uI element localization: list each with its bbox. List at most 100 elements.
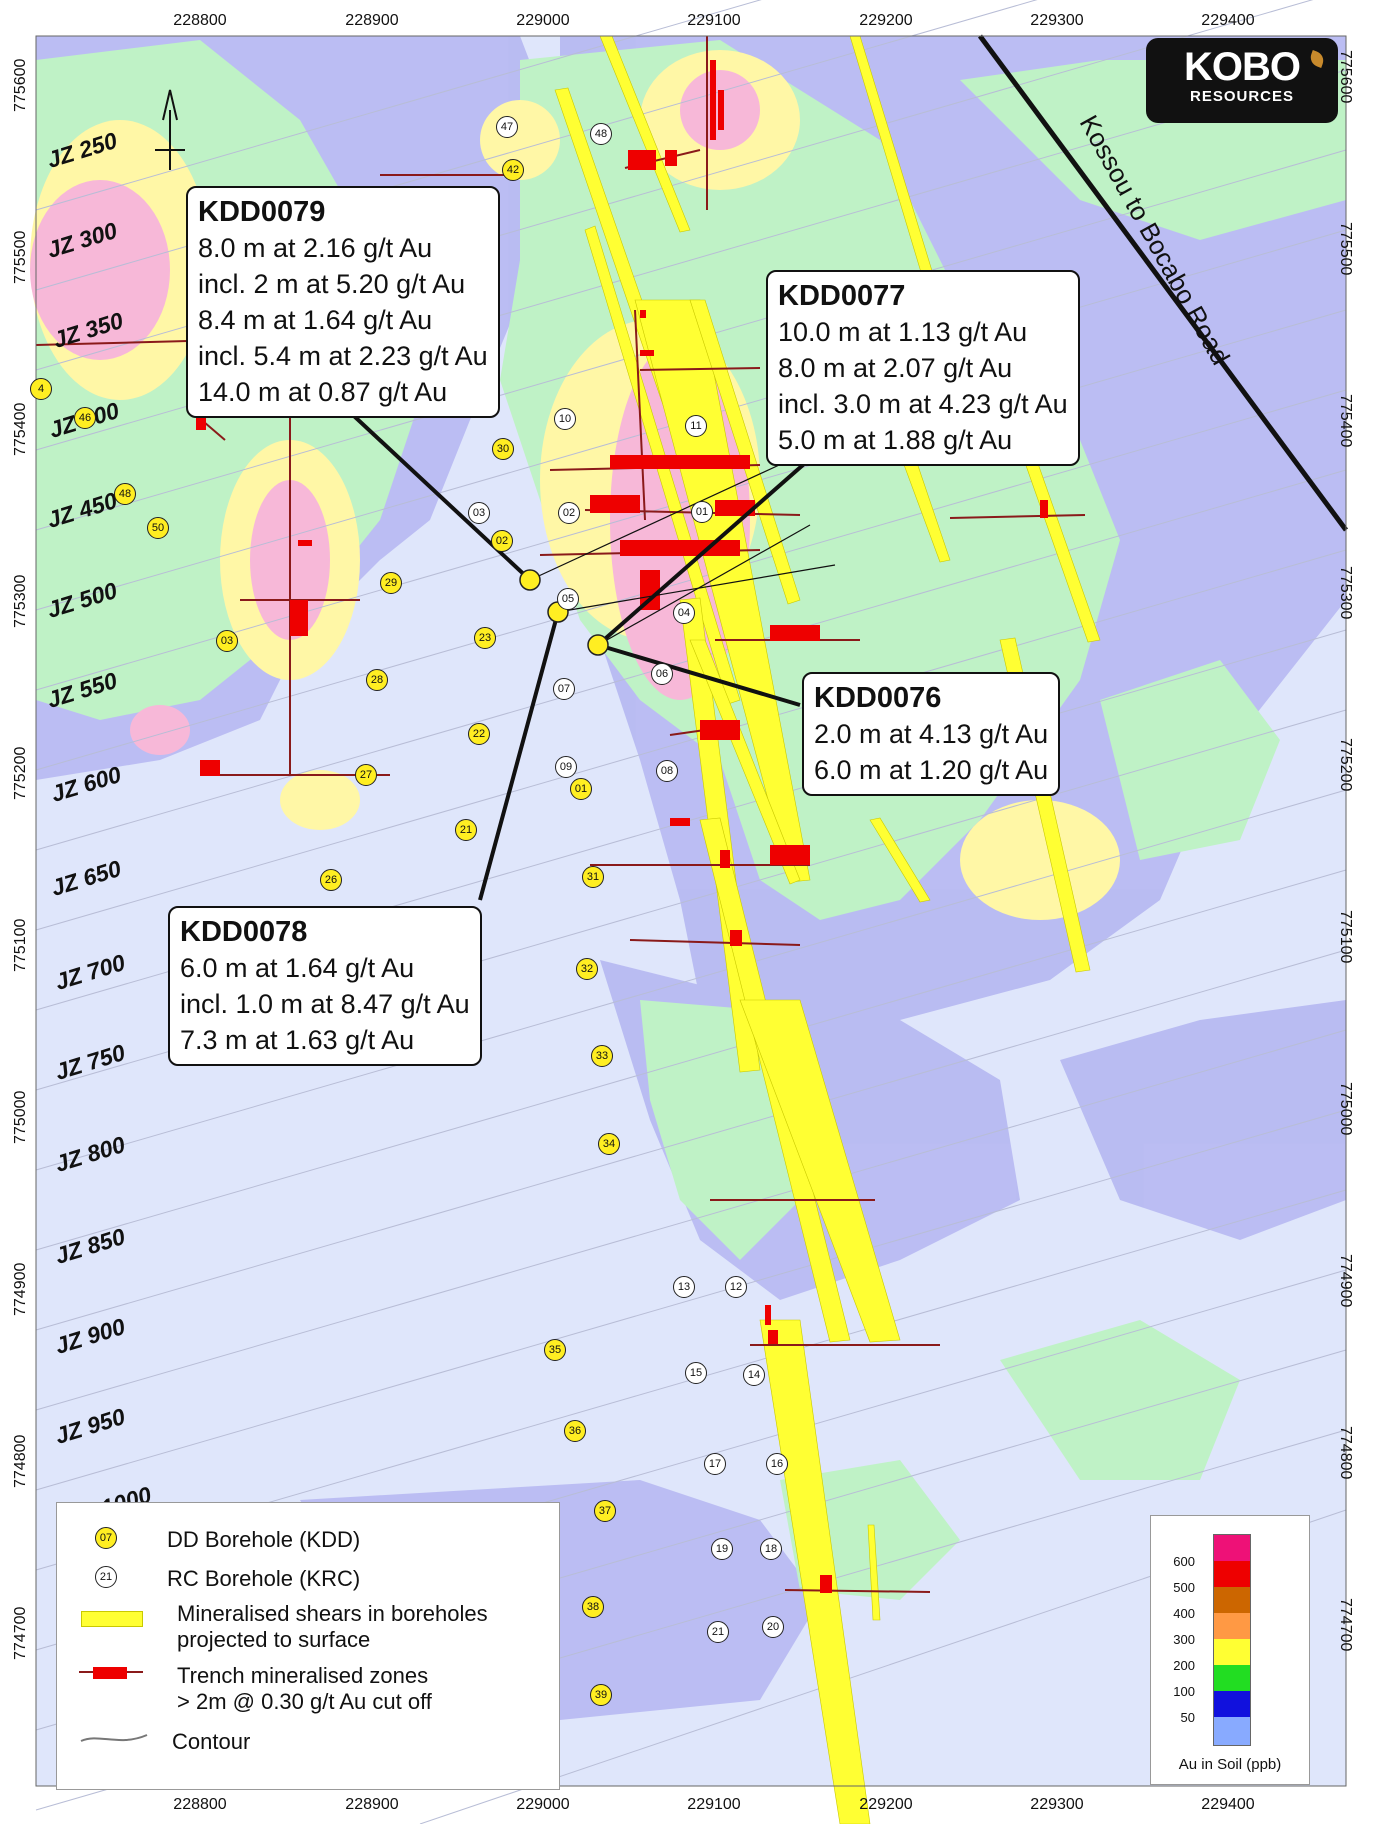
- dd-borehole[interactable]: 33: [591, 1045, 613, 1067]
- scale-label: 200: [1173, 1658, 1195, 1673]
- y-tick: 775100: [1337, 910, 1354, 964]
- x-tick: 228900: [345, 12, 399, 29]
- x-tick: 229000: [516, 12, 570, 29]
- rc-borehole[interactable]: 17: [704, 1453, 726, 1475]
- callout-kdd0076: KDD0076 2.0 m at 4.13 g/t Au 6.0 m at 1.…: [802, 672, 1061, 796]
- y-tick: 775000: [1337, 1082, 1354, 1136]
- x-tick: 229100: [687, 12, 741, 29]
- y-tick: 775600: [1337, 50, 1354, 104]
- rc-borehole[interactable]: 21: [707, 1621, 729, 1643]
- dd-borehole[interactable]: 50: [147, 517, 169, 539]
- scale-label: 300: [1173, 1632, 1195, 1647]
- scale-swatch: [1214, 1691, 1250, 1717]
- dd-borehole[interactable]: 32: [576, 958, 598, 980]
- scale-swatch: [1214, 1561, 1250, 1587]
- dd-borehole[interactable]: 26: [320, 869, 342, 891]
- scale-swatch: [1214, 1613, 1250, 1639]
- rc-borehole[interactable]: 05: [557, 588, 579, 610]
- rc-borehole[interactable]: 16: [766, 1453, 788, 1475]
- logo-sub: RESOURCES: [1189, 88, 1295, 105]
- x-tick: 229300: [1030, 12, 1084, 29]
- rc-borehole[interactable]: 04: [673, 602, 695, 624]
- x-tick: 229200: [859, 12, 913, 29]
- rc-borehole[interactable]: 47: [496, 116, 518, 138]
- callout-line: 6.0 m at 1.20 g/t Au: [814, 755, 1049, 785]
- y-tick: 774700: [1337, 1598, 1354, 1652]
- callout-title: KDD0079: [198, 196, 326, 228]
- rc-borehole[interactable]: 13: [673, 1276, 695, 1298]
- callout-title: KDD0078: [180, 916, 308, 948]
- soil-color-scale: 600 500 400 300 200 100 50 Au in Soil (p…: [1150, 1515, 1310, 1785]
- rc-borehole[interactable]: 01: [691, 501, 713, 523]
- y-tick: 774900: [1337, 1254, 1354, 1308]
- dd-borehole[interactable]: 27: [355, 764, 377, 786]
- scale-label: 50: [1180, 1710, 1195, 1725]
- callout-title: KDD0076: [814, 682, 942, 714]
- rc-borehole[interactable]: 03: [468, 502, 490, 524]
- callout-line: 10.0 m at 1.13 g/t Au: [778, 317, 1028, 347]
- dd-borehole[interactable]: 28: [366, 669, 388, 691]
- map-frame: [35, 35, 1347, 1787]
- dd-borehole[interactable]: 03: [216, 630, 238, 652]
- callout-line: incl. 5.4 m at 2.23 g/t Au: [198, 341, 488, 371]
- dd-borehole[interactable]: 48: [114, 483, 136, 505]
- dd-borehole[interactable]: 35: [544, 1339, 566, 1361]
- rc-borehole[interactable]: 09: [555, 756, 577, 778]
- y-tick: 775600: [12, 58, 29, 112]
- dd-borehole[interactable]: 36: [564, 1420, 586, 1442]
- rc-borehole[interactable]: 06: [651, 663, 673, 685]
- dd-borehole[interactable]: 31: [582, 866, 604, 888]
- rc-borehole[interactable]: 20: [762, 1616, 784, 1638]
- drill-traces: [529, 459, 836, 646]
- dd-borehole[interactable]: 4: [30, 378, 52, 400]
- trench-zones: [196, 60, 1048, 1593]
- dd-borehole[interactable]: 01: [570, 778, 592, 800]
- rc-borehole[interactable]: 14: [743, 1364, 765, 1386]
- callout-kdd0077: KDD0077 10.0 m at 1.13 g/t Au 8.0 m at 2…: [766, 270, 1080, 466]
- dd-borehole[interactable]: 34: [598, 1133, 620, 1155]
- callout-targets: [519, 569, 609, 656]
- rc-borehole[interactable]: 18: [760, 1538, 782, 1560]
- x-tick: 229400: [1201, 1796, 1255, 1813]
- rc-borehole[interactable]: 07: [553, 678, 575, 700]
- dd-borehole[interactable]: 29: [380, 572, 402, 594]
- north-arrow: [155, 89, 185, 170]
- rc-borehole[interactable]: 15: [685, 1362, 707, 1384]
- rc-borehole[interactable]: 12: [725, 1276, 747, 1298]
- dd-borehole[interactable]: 02: [491, 530, 513, 552]
- rc-borehole[interactable]: 11: [685, 415, 707, 437]
- callout-line: 8.0 m at 2.16 g/t Au: [198, 233, 433, 263]
- rc-borehole[interactable]: 19: [711, 1538, 733, 1560]
- x-tick: 228900: [345, 1796, 399, 1813]
- rc-borehole[interactable]: 02: [558, 502, 580, 524]
- callout-line: 5.0 m at 1.88 g/t Au: [778, 425, 1013, 455]
- dd-borehole[interactable]: 22: [468, 723, 490, 745]
- x-tick: 229300: [1030, 1796, 1084, 1813]
- rc-borehole[interactable]: 48: [590, 123, 612, 145]
- dd-borehole[interactable]: 39: [590, 1684, 612, 1706]
- y-tick: 775200: [1337, 738, 1354, 792]
- legend-contour-label: Contour: [172, 1729, 251, 1754]
- scale-label: 600: [1173, 1554, 1195, 1569]
- legend-trench-label: Trench mineralised zones: [177, 1663, 429, 1688]
- legend-shear-label: projected to surface: [177, 1627, 371, 1652]
- dd-borehole[interactable]: 37: [594, 1500, 616, 1522]
- x-tick: 228800: [173, 1796, 227, 1813]
- callout-kdd0078: KDD0078 6.0 m at 1.64 g/t Au incl. 1.0 m…: [168, 906, 482, 1066]
- dd-borehole[interactable]: 30: [492, 438, 514, 460]
- rc-borehole[interactable]: 08: [656, 760, 678, 782]
- y-tick: 774900: [12, 1262, 29, 1316]
- dd-borehole[interactable]: 21: [455, 819, 477, 841]
- y-tick: 774700: [12, 1606, 29, 1660]
- legend-trench-swatch: [93, 1667, 127, 1679]
- dd-borehole[interactable]: 46: [74, 407, 96, 429]
- dd-borehole[interactable]: 42: [502, 159, 524, 181]
- dd-borehole[interactable]: 23: [474, 627, 496, 649]
- y-tick: 775300: [12, 574, 29, 628]
- dd-borehole[interactable]: 38: [582, 1596, 604, 1618]
- mineralised-shears: [554, 35, 1101, 1824]
- callout-line: 8.0 m at 2.07 g/t Au: [778, 353, 1013, 383]
- scale-swatch: [1214, 1717, 1250, 1745]
- rc-borehole[interactable]: 10: [554, 408, 576, 430]
- kobo-logo: KOBO RESOURCES: [1146, 38, 1338, 123]
